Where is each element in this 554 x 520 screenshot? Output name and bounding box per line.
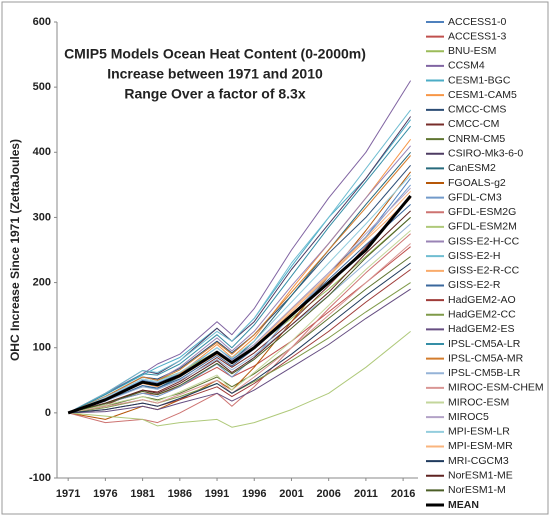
legend-label: MIROC5 [448,411,489,423]
legend-label: HadGEM2-ES [448,323,515,335]
legend-label: CCSM4 [448,60,485,72]
legend-label: GFDL-CM3 [448,191,502,203]
x-tick-label: 1971 [56,488,80,500]
legend-label: CNRM-CM5 [448,133,505,145]
legend-label: CMCC-CMS [448,104,506,116]
legend-label: GFDL-ESM2G [448,206,516,218]
series-line [67,194,412,415]
legend-label: MIROC-ESM-CHEM [448,382,544,394]
series-line [68,174,411,414]
frame [1,1,549,515]
series-line [68,230,411,414]
series-line [68,210,411,414]
legend-label: MPI-ESM-MR [448,440,513,452]
series-line [67,109,411,414]
series-line [68,217,411,414]
legend-label: CanESM2 [448,162,496,174]
y-tick-label: 500 [33,81,51,93]
legend-label: CESM1-CAM5 [448,89,517,101]
legend-label: GISS-E2-R [448,279,501,291]
legend-label: CESM1-BGC [448,74,511,86]
legend-label: HadGEM2-AO [448,294,516,306]
chart-title: CMIP5 Models Ocean Heat Content (0-2000m… [64,46,366,62]
series-line [68,233,411,424]
x-tick-label: 2016 [391,488,415,500]
legend-label: IPSL-CM5B-LR [448,367,521,379]
legend-label: GFDL-ESM2M [448,221,517,233]
series-line [67,125,411,414]
legend-label: MPI-ESM-LR [448,426,510,438]
chart-title: Range Over a factor of 8.3x [124,86,306,102]
series-line [68,204,411,414]
y-tick-label: 0 [45,407,51,419]
x-tick-label: 1996 [242,488,266,500]
y-tick-label: 200 [33,276,51,288]
series-line [68,262,411,414]
series-line [68,288,411,414]
legend-label: NorESM1-ME [448,470,513,482]
legend-label: NorESM1-M [448,484,506,496]
x-tick-label: 2001 [279,488,303,500]
x-tick-label: 1976 [93,488,117,500]
legend-label: HadGEM2-CC [448,309,516,321]
series-line [67,155,411,414]
legend-label: IPSL-CM5A-LR [448,338,521,350]
series-line [68,243,411,414]
y-tick-label: 600 [33,16,51,28]
y-axis-label: OHC Increase Since 1971 (ZettaJoules) [8,139,22,361]
series-line [68,331,411,428]
legend-label: CMCC-CM [448,118,499,130]
chart-title: Increase between 1971 and 2010 [107,66,323,82]
legend-label: IPSL-CM5A-MR [448,352,524,364]
legend-label: GISS-E2-H-CC [448,235,520,247]
x-tick-label: 2011 [354,488,378,500]
y-tick-label: 300 [33,211,51,223]
x-tick-label: 1991 [205,488,229,500]
legend-label: BNU-ESM [448,45,496,57]
legend-label: ACCESS1-0 [448,16,507,28]
legend-label: MRI-CGCM3 [448,455,509,467]
y-tick-label: 100 [33,342,51,354]
legend-label: CSIRO-Mk3-6-0 [448,148,523,160]
legend-label: GISS-E2-H [448,250,501,262]
x-tick-label: 1986 [168,488,192,500]
y-tick-label: 400 [33,146,51,158]
y-tick-label: -100 [29,472,51,484]
legend-label: FGOALS-g2 [448,177,506,189]
x-tick-label: 1981 [130,488,154,500]
series-line [68,223,411,414]
legend-label: MIROC-ESM [448,396,509,408]
x-tick-label: 2006 [316,488,340,500]
legend-label: MEAN [448,499,479,511]
legend-label: GISS-E2-R-CC [448,265,520,277]
legend-label: ACCESS1-3 [448,30,507,42]
